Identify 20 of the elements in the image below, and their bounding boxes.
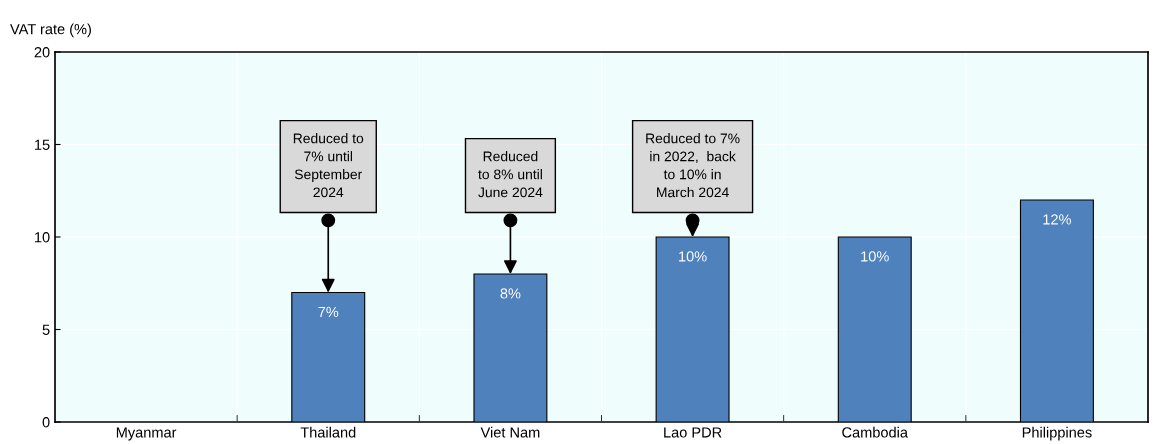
y-tick-label: 20 [34, 47, 50, 58]
y-tick-label: 5 [42, 324, 50, 335]
y-tick-label: 15 [35, 139, 50, 150]
data-label: 12% [1043, 214, 1071, 225]
x-tick-label: Cambodia [842, 426, 908, 438]
x-tick-label: Thailand [300, 426, 356, 438]
annotation: Reduced to 8% until June 2024 [478, 151, 543, 198]
x-tick-label: Myanmar [116, 427, 177, 441]
y-tick-label: 0 [42, 417, 50, 428]
data-label: 8% [500, 288, 521, 299]
annotation: Reduced to 7% until September 2024 [293, 133, 364, 198]
data-label: 7% [318, 306, 339, 318]
y-axis-title: VAT rate (%) [10, 23, 91, 38]
data-label: 10% [861, 251, 889, 262]
y-tick-label: 10 [35, 232, 50, 243]
x-tick-label: Lao PDR [664, 427, 722, 438]
annotation: Reduced to 7% in 2022, back to 10% in March 2024 [646, 133, 740, 198]
x-tick-label: Philippines [1022, 426, 1092, 441]
data-label: 10% [679, 251, 707, 262]
x-tick-label: Viet Nam [480, 426, 540, 438]
